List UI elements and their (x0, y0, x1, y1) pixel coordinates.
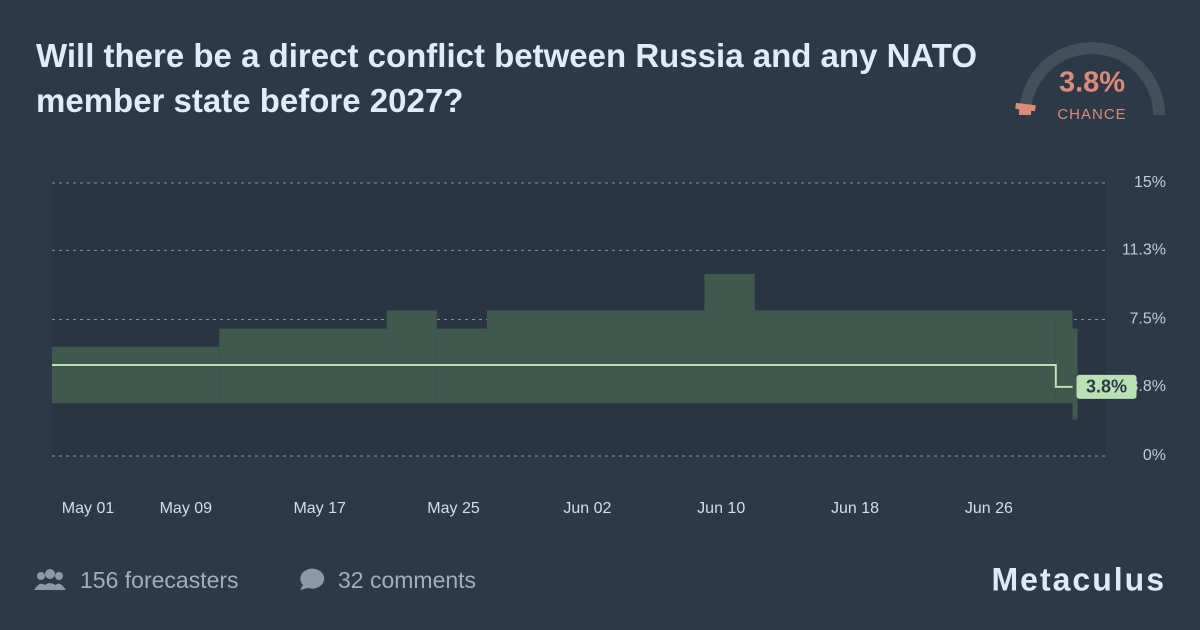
x-tick-label: Jun 02 (563, 500, 611, 517)
confidence-band (386, 310, 437, 404)
y-tick-label: 11.3% (1122, 242, 1166, 259)
x-tick-label: May 09 (160, 500, 213, 517)
gauge-needle (1015, 102, 1036, 112)
y-tick-label: 3.8% (1130, 378, 1166, 395)
brand: Metaculus (992, 561, 1166, 597)
confidence-band (704, 274, 755, 404)
question-title: Will there be a direct conflict between … (36, 37, 978, 119)
x-tick-label: Jun 26 (965, 500, 1013, 517)
gauge-track (1019, 42, 1165, 116)
confidence-band (1072, 328, 1078, 420)
y-tick-label: 0% (1143, 447, 1166, 464)
gauge-value: 3.8% (1059, 67, 1125, 99)
current-value-label: 3.8% (1076, 374, 1137, 399)
confidence-band (754, 310, 1056, 404)
value-label: 3.8% (1086, 377, 1127, 397)
confidence-band (52, 346, 220, 404)
x-tick-label: May 25 (427, 500, 480, 517)
y-tick-label: 7.5% (1130, 311, 1166, 328)
gauge-caption: CHANCE (1057, 106, 1126, 123)
x-tick-label: May 17 (293, 500, 346, 517)
confidence-band (486, 310, 705, 404)
value-label-bg (1076, 374, 1137, 399)
median-line (52, 364, 1073, 388)
x-tick-label: May 01 (62, 500, 115, 517)
x-tick-label: Jun 10 (697, 500, 745, 517)
comments-count: 32 comments (338, 567, 476, 593)
forecasters-count: 156 forecasters (80, 567, 239, 593)
confidence-band (1055, 310, 1073, 404)
x-tick-label: Jun 18 (831, 500, 879, 517)
y-tick-label: 15% (1134, 174, 1166, 191)
comment-icon (300, 568, 325, 590)
people-icon (34, 569, 66, 590)
